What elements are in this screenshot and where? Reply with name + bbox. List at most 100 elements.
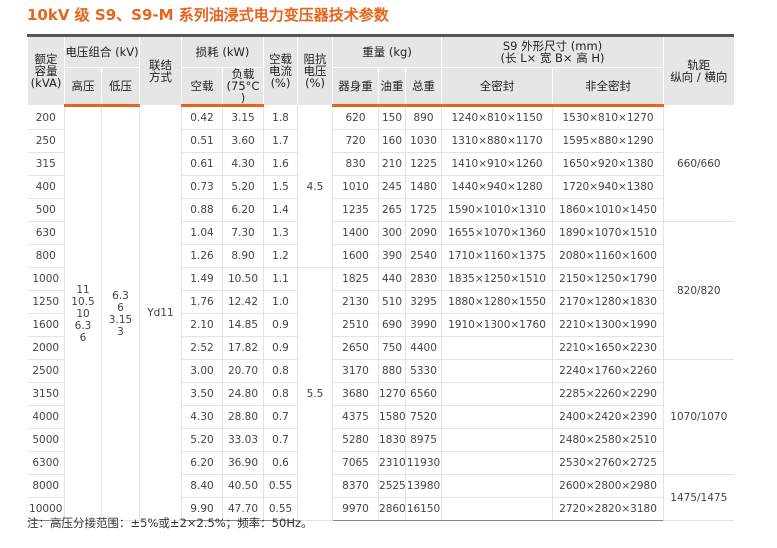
cell-unsealed-dim: 2480×2580×2510	[552, 428, 665, 452]
cell-load-loss: 17.82	[221, 336, 265, 360]
cell-noload-current: 0.8	[263, 382, 299, 406]
cell-sealed-dim	[441, 336, 554, 360]
cell-total-weight: 3295	[405, 290, 443, 314]
cell-total-weight: 1725	[405, 198, 443, 222]
cell-oil-weight: 1830	[378, 428, 407, 452]
cell-body-weight: 9970	[332, 497, 380, 521]
cell-load-loss: 28.80	[221, 405, 265, 429]
cell-body-weight: 4375	[332, 405, 380, 429]
cell-noload-loss: 1.49	[181, 267, 223, 291]
cell-sealed-dim: 1310×880×1170	[441, 129, 554, 153]
cell-body-weight: 3680	[332, 382, 380, 406]
cell-sealed-dim: 1410×910×1260	[441, 152, 554, 176]
cell-sealed-dim: 1710×1160×1375	[441, 244, 554, 268]
cell-noload-loss: 6.20	[181, 451, 223, 475]
cell-body-weight: 3170	[332, 359, 380, 383]
cell-sealed-dim: 1440×940×1280	[441, 175, 554, 199]
cell-lv-voltages: 6.3 6 3.15 3	[101, 105, 140, 521]
table-body: 200 11 10.5 10 6.3 6 6.3 6 3.15 3 Yd11 0.42 3.15 1.8 4…	[27, 105, 734, 521]
cell-oil-weight: 160	[378, 129, 407, 153]
cell-unsealed-dim: 2285×2260×2290	[552, 382, 665, 406]
cell-noload-current: 1.2	[263, 244, 299, 268]
cell-load-loss: 47.70	[221, 497, 265, 521]
header-total-weight: 总重	[405, 67, 443, 107]
cell-sealed-dim	[441, 428, 554, 452]
cell-sealed-dim	[441, 405, 554, 429]
header-unsealed: 非全密封	[552, 67, 665, 107]
cell-noload-current: 1.0	[263, 290, 299, 314]
cell-oil-weight: 750	[378, 336, 407, 360]
cell-noload-loss: 3.00	[181, 359, 223, 383]
cell-unsealed-dim: 2600×2800×2980	[552, 474, 665, 498]
cell-oil-weight: 880	[378, 359, 407, 383]
cell-body-weight: 620	[332, 105, 380, 130]
cell-gauge: 820/820	[663, 221, 734, 360]
header-oil-weight: 油重	[378, 67, 407, 107]
cell-capacity: 5000	[27, 428, 65, 452]
cell-gauge: 1070/1070	[663, 359, 734, 475]
cell-total-weight: 1480	[405, 175, 443, 199]
cell-load-loss: 6.20	[221, 198, 265, 222]
cell-total-weight: 6560	[405, 382, 443, 406]
cell-oil-weight: 210	[378, 152, 407, 176]
cell-capacity: 1000	[27, 267, 65, 291]
cell-sealed-dim	[441, 451, 554, 475]
cell-noload-current: 1.5	[263, 175, 299, 199]
table-row: 3150 3.50 24.80 0.8 3680 1270 6560 2285×2260×22…	[27, 382, 734, 406]
cell-total-weight: 13980	[405, 474, 443, 498]
cell-noload-loss: 0.73	[181, 175, 223, 199]
cell-load-loss: 14.85	[221, 313, 265, 337]
cell-load-loss: 3.60	[221, 129, 265, 153]
header-weight: 重量 (kg)	[332, 34, 443, 68]
cell-total-weight: 8975	[405, 428, 443, 452]
header-lv: 低压	[101, 67, 140, 107]
cell-unsealed-dim: 1860×1010×1450	[552, 198, 665, 222]
cell-oil-weight: 510	[378, 290, 407, 314]
cell-body-weight: 1600	[332, 244, 380, 268]
cell-unsealed-dim: 1530×810×1270	[552, 105, 665, 130]
cell-sealed-dim: 1880×1280×1550	[441, 290, 554, 314]
cell-impedance: 4.5	[297, 105, 334, 268]
table-row: 10000 9.90 47.70 0.55 9970 2860 16150 2720×2820…	[27, 497, 734, 521]
header-gauge: 轨距 纵向 / 横向	[663, 34, 734, 106]
cell-oil-weight: 245	[378, 175, 407, 199]
cell-total-weight: 11930	[405, 451, 443, 475]
cell-noload-loss: 2.10	[181, 313, 223, 337]
header-sealed: 全密封	[441, 67, 554, 107]
header-loss: 损耗 (kW)	[180, 34, 265, 68]
cell-noload-current: 0.55	[263, 497, 299, 521]
cell-body-weight: 2650	[332, 336, 380, 360]
cell-load-loss: 4.30	[221, 152, 265, 176]
cell-noload-loss: 1.26	[181, 244, 223, 268]
cell-noload-current: 1.6	[263, 152, 299, 176]
cell-noload-loss: 3.50	[181, 382, 223, 406]
cell-oil-weight: 690	[378, 313, 407, 337]
cell-load-loss: 40.50	[221, 474, 265, 498]
cell-body-weight: 720	[332, 129, 380, 153]
table-row: 1000 1.49 10.50 1.1 5.5 1825 440 2830 1835×1250×…	[27, 267, 734, 521]
cell-gauge: 1475/1475	[663, 474, 734, 521]
cell-total-weight: 890	[405, 105, 443, 130]
cell-total-weight: 1225	[405, 152, 443, 176]
cell-noload-current: 0.7	[263, 405, 299, 429]
cell-oil-weight: 1580	[378, 405, 407, 429]
cell-noload-loss: 0.51	[181, 129, 223, 153]
cell-body-weight: 1010	[332, 175, 380, 199]
cell-unsealed-dim: 2400×2420×2390	[552, 405, 665, 429]
cell-connection: Yd11	[139, 105, 182, 521]
cell-load-loss: 3.15	[221, 105, 265, 130]
cell-total-weight: 7520	[405, 405, 443, 429]
cell-body-weight: 1235	[332, 198, 380, 222]
header-dimensions: S9 外形尺寸 (mm) (长 L× 宽 B× 高 H)	[441, 34, 665, 68]
cell-body-weight: 1825	[332, 267, 380, 291]
cell-capacity: 10000	[27, 497, 65, 521]
cell-sealed-dim: 1655×1070×1360	[441, 221, 554, 245]
cell-noload-current: 0.7	[263, 428, 299, 452]
cell-unsealed-dim: 2150×1250×1790	[552, 267, 665, 291]
cell-capacity: 1250	[27, 290, 65, 314]
header-capacity: 额定 容量 (kVA)	[27, 34, 65, 106]
cell-noload-current: 1.8	[263, 105, 299, 130]
cell-unsealed-dim: 1720×940×1380	[552, 175, 665, 199]
cell-noload-current: 0.9	[263, 313, 299, 337]
cell-capacity: 630	[27, 221, 65, 245]
